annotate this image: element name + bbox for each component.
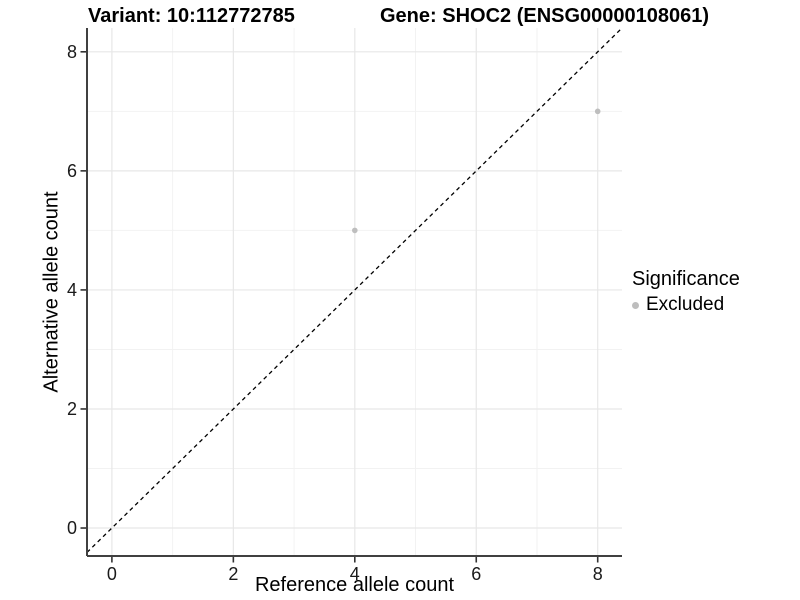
data-point (352, 227, 358, 234)
x-tick-label: 4 (350, 564, 360, 584)
identity-dashed-line (86, 27, 623, 553)
y-tick-label: 8 (67, 42, 77, 62)
x-tick-label: 8 (593, 564, 603, 584)
x-tick-label: 0 (107, 564, 117, 584)
legend-item-excluded: Excluded (632, 294, 740, 316)
y-tick-label: 4 (67, 280, 77, 300)
y-tick-label: 2 (67, 399, 77, 419)
x-tick-label: 2 (228, 564, 238, 584)
y-tick-label: 6 (67, 161, 77, 181)
legend-title: Significance (632, 268, 740, 290)
y-axis-title: Alternative allele count (40, 191, 63, 393)
legend-item-label: Excluded (646, 294, 725, 315)
y-tick-label: 0 (67, 518, 77, 538)
x-axis-title: Reference allele count (254, 574, 454, 596)
plot-title-gene: Gene: SHOC2 (ENSG00000108061) (380, 5, 710, 27)
data-point (594, 108, 601, 115)
plot-title-variant: Variant: 10:112772785 (88, 5, 295, 27)
x-tick-label: 6 (471, 564, 481, 584)
legend: Significance Excluded (632, 268, 740, 316)
legend-point-icon (632, 301, 639, 309)
